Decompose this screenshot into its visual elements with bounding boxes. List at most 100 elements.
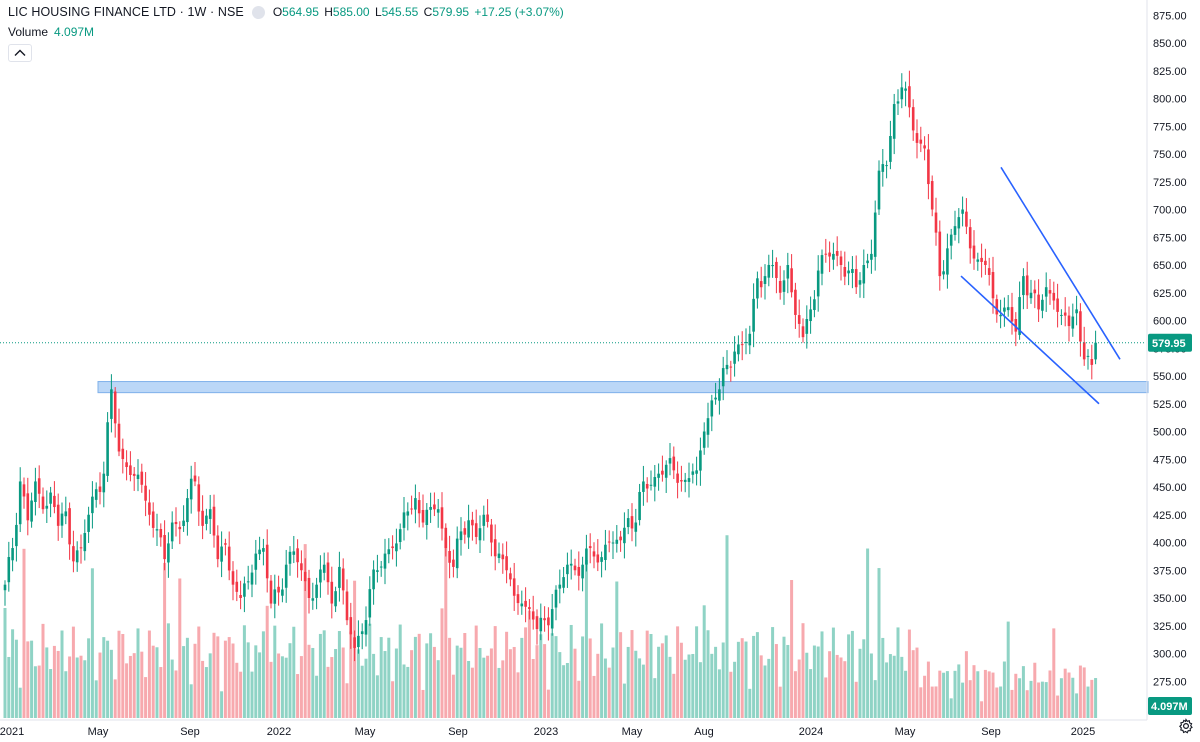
- candle-body[interactable]: [725, 364, 729, 370]
- candle-body[interactable]: [908, 86, 911, 108]
- candle-body[interactable]: [889, 136, 892, 162]
- candle-body[interactable]: [129, 465, 132, 475]
- candle-body[interactable]: [778, 280, 782, 293]
- candle-body[interactable]: [638, 491, 641, 521]
- candle-body[interactable]: [1029, 292, 1033, 299]
- candle-body[interactable]: [60, 513, 64, 526]
- symbol-title[interactable]: LIC HOUSING FINANCE LTD · 1W · NSE: [8, 5, 244, 19]
- candle-body[interactable]: [463, 528, 467, 535]
- candle-body[interactable]: [721, 368, 725, 387]
- candle-body[interactable]: [75, 550, 79, 563]
- candle-body[interactable]: [611, 542, 615, 544]
- candle-body[interactable]: [345, 591, 349, 621]
- candle-body[interactable]: [995, 299, 999, 315]
- candle-body[interactable]: [740, 344, 744, 346]
- channel-lower-trendline[interactable]: [960, 275, 1100, 405]
- candle-body[interactable]: [813, 299, 816, 311]
- channel-upper-trendline[interactable]: [1000, 166, 1121, 360]
- candle-body[interactable]: [56, 504, 60, 526]
- candle-body[interactable]: [493, 539, 497, 557]
- candle-body[interactable]: [440, 507, 444, 529]
- candle-body[interactable]: [1094, 342, 1097, 360]
- candle-body[interactable]: [425, 509, 429, 525]
- candle-body[interactable]: [148, 502, 151, 515]
- candle-body[interactable]: [1086, 355, 1090, 357]
- candle-body[interactable]: [664, 464, 668, 478]
- candle-body[interactable]: [744, 341, 748, 343]
- candle-body[interactable]: [919, 139, 923, 144]
- candle-body[interactable]: [832, 253, 835, 260]
- candle-body[interactable]: [676, 473, 679, 483]
- candle-body[interactable]: [524, 600, 527, 607]
- volume-label[interactable]: Volume: [8, 25, 49, 39]
- candle-body[interactable]: [604, 544, 607, 560]
- candle-body[interactable]: [965, 211, 968, 227]
- candle-body[interactable]: [1014, 319, 1018, 332]
- candle-body[interactable]: [53, 495, 56, 508]
- candle-body[interactable]: [227, 546, 231, 571]
- candle-body[interactable]: [64, 511, 68, 517]
- candle-body[interactable]: [501, 554, 505, 560]
- candle-body[interactable]: [828, 252, 831, 257]
- candle-body[interactable]: [201, 510, 204, 526]
- candle-body[interactable]: [41, 496, 45, 510]
- candle-body[interactable]: [455, 538, 459, 569]
- candle-body[interactable]: [452, 559, 455, 567]
- candle-body[interactable]: [300, 563, 303, 571]
- candle-body[interactable]: [824, 253, 828, 255]
- candle-body[interactable]: [170, 522, 174, 542]
- candle-body[interactable]: [15, 524, 18, 547]
- candle-body[interactable]: [623, 527, 626, 544]
- candle-body[interactable]: [949, 234, 953, 246]
- candle-body[interactable]: [91, 496, 94, 514]
- candle-body[interactable]: [1071, 316, 1075, 329]
- candle-body[interactable]: [113, 391, 117, 424]
- candle-body[interactable]: [767, 264, 771, 278]
- candle-body[interactable]: [862, 265, 866, 284]
- candle-body[interactable]: [398, 529, 402, 543]
- candle-body[interactable]: [239, 595, 242, 598]
- candle-body[interactable]: [319, 569, 322, 583]
- candle-body[interactable]: [915, 133, 919, 143]
- candle-body[interactable]: [790, 268, 793, 293]
- candle-body[interactable]: [843, 266, 847, 277]
- candle-body[interactable]: [923, 145, 926, 149]
- candle-body[interactable]: [34, 481, 37, 502]
- candle-body[interactable]: [630, 516, 634, 529]
- candle-body[interactable]: [911, 107, 915, 131]
- candle-body[interactable]: [710, 400, 714, 417]
- candle-body[interactable]: [775, 261, 778, 278]
- candle-body[interactable]: [1037, 294, 1040, 310]
- candle-body[interactable]: [737, 344, 740, 355]
- candle-body[interactable]: [820, 255, 824, 274]
- candle-body[interactable]: [554, 589, 558, 608]
- candle-body[interactable]: [379, 566, 383, 568]
- candle-body[interactable]: [364, 620, 368, 635]
- candle-body[interactable]: [900, 87, 904, 100]
- candle-body[interactable]: [573, 565, 577, 571]
- candle-body[interactable]: [121, 448, 125, 460]
- candle-body[interactable]: [718, 389, 721, 401]
- candle-body[interactable]: [1063, 312, 1067, 316]
- candle-body[interactable]: [759, 281, 763, 288]
- candle-body[interactable]: [892, 104, 896, 139]
- candle-body[interactable]: [391, 546, 394, 549]
- candle-body[interactable]: [607, 541, 611, 543]
- candle-body[interactable]: [11, 548, 14, 561]
- candle-body[interactable]: [132, 473, 136, 476]
- candle-body[interactable]: [341, 568, 345, 591]
- candle-body[interactable]: [459, 531, 463, 541]
- candle-body[interactable]: [562, 577, 565, 588]
- candle-body[interactable]: [163, 535, 166, 560]
- candle-body[interactable]: [330, 581, 334, 604]
- candle-body[interactable]: [957, 217, 961, 229]
- candle-body[interactable]: [657, 473, 660, 478]
- candle-body[interactable]: [467, 520, 470, 538]
- candle-body[interactable]: [349, 617, 353, 635]
- candle-body[interactable]: [102, 473, 106, 493]
- candle-body[interactable]: [547, 617, 550, 626]
- candle-body[interactable]: [1075, 309, 1078, 314]
- candle-body[interactable]: [699, 450, 702, 471]
- candle-body[interactable]: [197, 484, 201, 512]
- candle-body[interactable]: [870, 253, 873, 260]
